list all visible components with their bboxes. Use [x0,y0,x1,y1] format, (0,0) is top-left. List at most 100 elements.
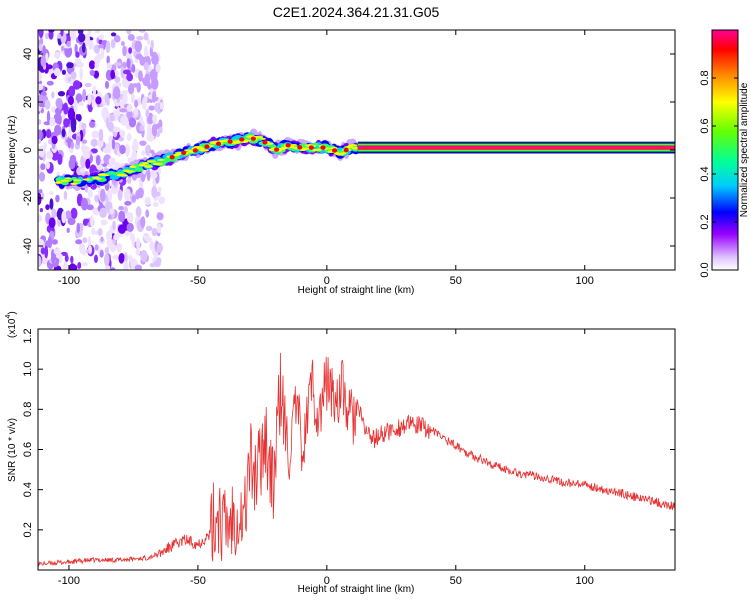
heatmap-ridge-cell [290,143,297,146]
heatmap-ridge-cell [172,155,180,160]
heatmap-speckle [139,125,145,132]
heatmap-speckle [126,58,131,69]
snr-multiplier-base: (x10 [7,318,18,338]
heatmap-speckle [96,164,104,171]
heatmap-speckle [68,85,76,97]
heatmap-speckle [117,189,123,201]
colorbar-tick-label: 0.4 [699,166,711,181]
snr-multiplier: (x104) [5,311,18,338]
heatmap-hotspot [239,137,245,142]
heatmap-hotspot [215,141,222,146]
x-tick-label: 0 [324,575,330,587]
heatmap-speckle [100,219,108,226]
heatmap-speckle [38,214,43,223]
heatmap-speckle [93,55,101,64]
heatmap-speckle [122,45,127,57]
heatmap-speckle [135,53,143,60]
heatmap-speckle [154,191,161,197]
heatmap-speckle [45,204,50,211]
y-tick-label: -20 [22,190,34,206]
heatmap-speckle [104,264,111,270]
snr-x-axis-label: Height of straight line (km) [298,584,415,595]
heatmap-x-axis-label: Height of straight line (km) [298,285,415,296]
heatmap-ridge-cell [152,162,163,166]
heatmap-speckle [131,233,136,247]
heatmap-speckle [123,252,128,264]
heatmap-speckle [109,113,115,122]
heatmap-speckle [124,143,130,157]
heatmap-ridge-cell [100,174,110,177]
heatmap-speckle [148,105,155,111]
heatmap-speckle [100,236,104,243]
heatmap-speckle [48,30,55,33]
heatmap-speckle [87,30,92,36]
heatmap-speckle [38,189,43,194]
y-tick-label: 40 [22,48,34,60]
snr-plot-area [38,329,675,570]
heatmap-speckle [51,91,55,99]
heatmap-speckle [78,33,86,43]
heatmap-speckle [95,154,101,166]
heatmap-speckle [82,89,87,102]
heatmap-speckle [58,103,63,110]
heatmap-speckle [140,216,146,228]
heatmap-speckle [91,99,96,109]
heatmap-speckle [70,71,77,80]
heatmap-speckle [94,244,99,251]
heatmap-ridge-cell [119,174,129,177]
heatmap-speckle [156,242,163,253]
heatmap-speckle [38,238,45,246]
heatmap-speckle [69,264,78,270]
heatmap-speckle [80,197,89,211]
heatmap-speckle [111,138,116,150]
heatmap-speckle [108,135,113,143]
heatmap-speckle [135,248,141,256]
heatmap-speckle [38,83,44,91]
heatmap-speckle [82,218,88,227]
heatmap-speckle [120,115,129,126]
heatmap-speckle [78,101,84,107]
heatmap-speckle [60,30,64,37]
heatmap-speckle [76,222,81,234]
heatmap-speckle [76,61,85,68]
heatmap-speckle [126,132,132,142]
heatmap-ridge-cell [60,180,69,186]
heatmap-speckle [55,253,63,259]
heatmap-speckle [63,190,68,201]
heatmap-ridge-cell [64,177,72,180]
heatmap-speckle [110,69,116,80]
y-tick-label: 20 [22,96,34,108]
heatmap-speckle [146,168,151,182]
heatmap-speckle [157,186,162,193]
heatmap-speckle [150,172,158,179]
heatmap-speckle [124,188,131,202]
heatmap-speckle [63,261,68,270]
y-tick-label: -40 [22,238,34,254]
heatmap-speckle [134,264,143,270]
heatmap-speckle [91,227,96,236]
heatmap-speckle [47,236,53,249]
heatmap-speckle [98,128,104,142]
heatmap-speckle [57,153,63,165]
heatmap-hotspot [227,139,233,144]
x-tick-label: 100 [576,575,594,587]
heatmap-speckle [144,73,151,84]
heatmap-speckle [77,261,82,269]
heatmap-speckle [58,257,63,264]
heatmap-speckle [109,208,115,215]
snr-multiplier-exp: 4 [5,315,12,319]
heatmap-speckle [141,97,147,111]
heatmap-speckle [44,99,51,110]
heatmap-speckle [49,198,54,210]
heatmap-speckle [119,129,126,138]
heatmap-speckle [104,80,110,89]
heatmap-speckle [82,139,87,144]
heatmap-speckle [134,40,143,53]
heatmap-speckle [131,195,137,202]
heatmap-speckle [44,245,49,259]
heatmap-speckle [104,93,109,104]
heatmap-speckle [105,40,111,54]
y-tick-label: 0.4 [22,482,34,497]
heatmap-speckle [40,247,46,255]
heatmap-speckle [39,207,44,213]
